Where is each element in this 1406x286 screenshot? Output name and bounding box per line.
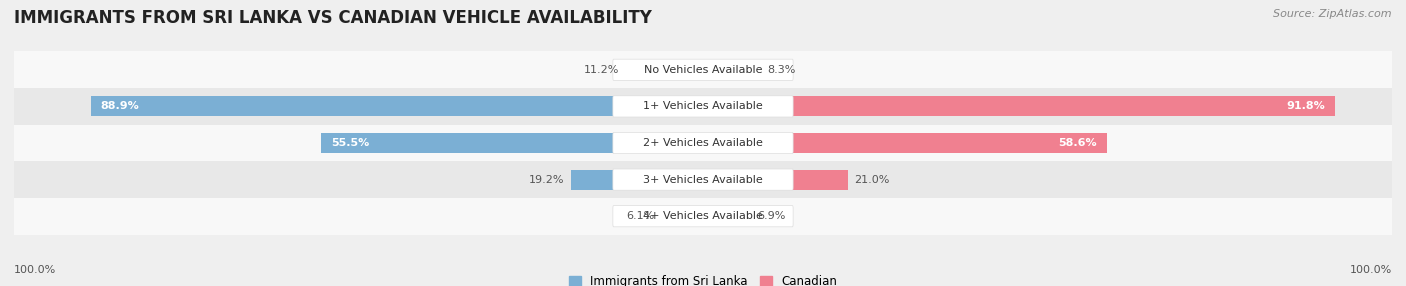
Text: 1+ Vehicles Available: 1+ Vehicles Available [643, 102, 763, 111]
Bar [14, 198, 1392, 235]
Text: 3+ Vehicles Available: 3+ Vehicles Available [643, 175, 763, 184]
Text: IMMIGRANTS FROM SRI LANKA VS CANADIAN VEHICLE AVAILABILITY: IMMIGRANTS FROM SRI LANKA VS CANADIAN VE… [14, 9, 652, 27]
Text: 55.5%: 55.5% [330, 138, 370, 148]
Bar [321, 133, 703, 153]
Bar [14, 88, 1392, 125]
FancyBboxPatch shape [613, 206, 793, 227]
Bar [14, 125, 1392, 161]
Bar [661, 206, 703, 226]
Text: 4+ Vehicles Available: 4+ Vehicles Available [643, 211, 763, 221]
Text: 100.0%: 100.0% [14, 265, 56, 275]
Text: 8.3%: 8.3% [768, 65, 796, 75]
Text: 6.1%: 6.1% [626, 211, 654, 221]
Text: 91.8%: 91.8% [1286, 102, 1324, 111]
Text: 88.9%: 88.9% [101, 102, 139, 111]
Bar [14, 51, 1392, 88]
Text: 19.2%: 19.2% [529, 175, 564, 184]
Bar [703, 206, 751, 226]
Legend: Immigrants from Sri Lanka, Canadian: Immigrants from Sri Lanka, Canadian [564, 270, 842, 286]
FancyBboxPatch shape [613, 59, 793, 80]
Bar [703, 60, 761, 80]
Bar [626, 60, 703, 80]
Text: 100.0%: 100.0% [1350, 265, 1392, 275]
FancyBboxPatch shape [613, 169, 793, 190]
Bar [703, 133, 1107, 153]
FancyBboxPatch shape [613, 132, 793, 154]
Text: No Vehicles Available: No Vehicles Available [644, 65, 762, 75]
FancyBboxPatch shape [613, 96, 793, 117]
Text: 21.0%: 21.0% [855, 175, 890, 184]
Text: 2+ Vehicles Available: 2+ Vehicles Available [643, 138, 763, 148]
Text: 6.9%: 6.9% [758, 211, 786, 221]
Bar [90, 96, 703, 116]
Text: Source: ZipAtlas.com: Source: ZipAtlas.com [1274, 9, 1392, 19]
Text: 11.2%: 11.2% [583, 65, 619, 75]
Bar [14, 161, 1392, 198]
Bar [703, 96, 1336, 116]
Text: 58.6%: 58.6% [1057, 138, 1097, 148]
Bar [571, 170, 703, 190]
Bar [703, 170, 848, 190]
